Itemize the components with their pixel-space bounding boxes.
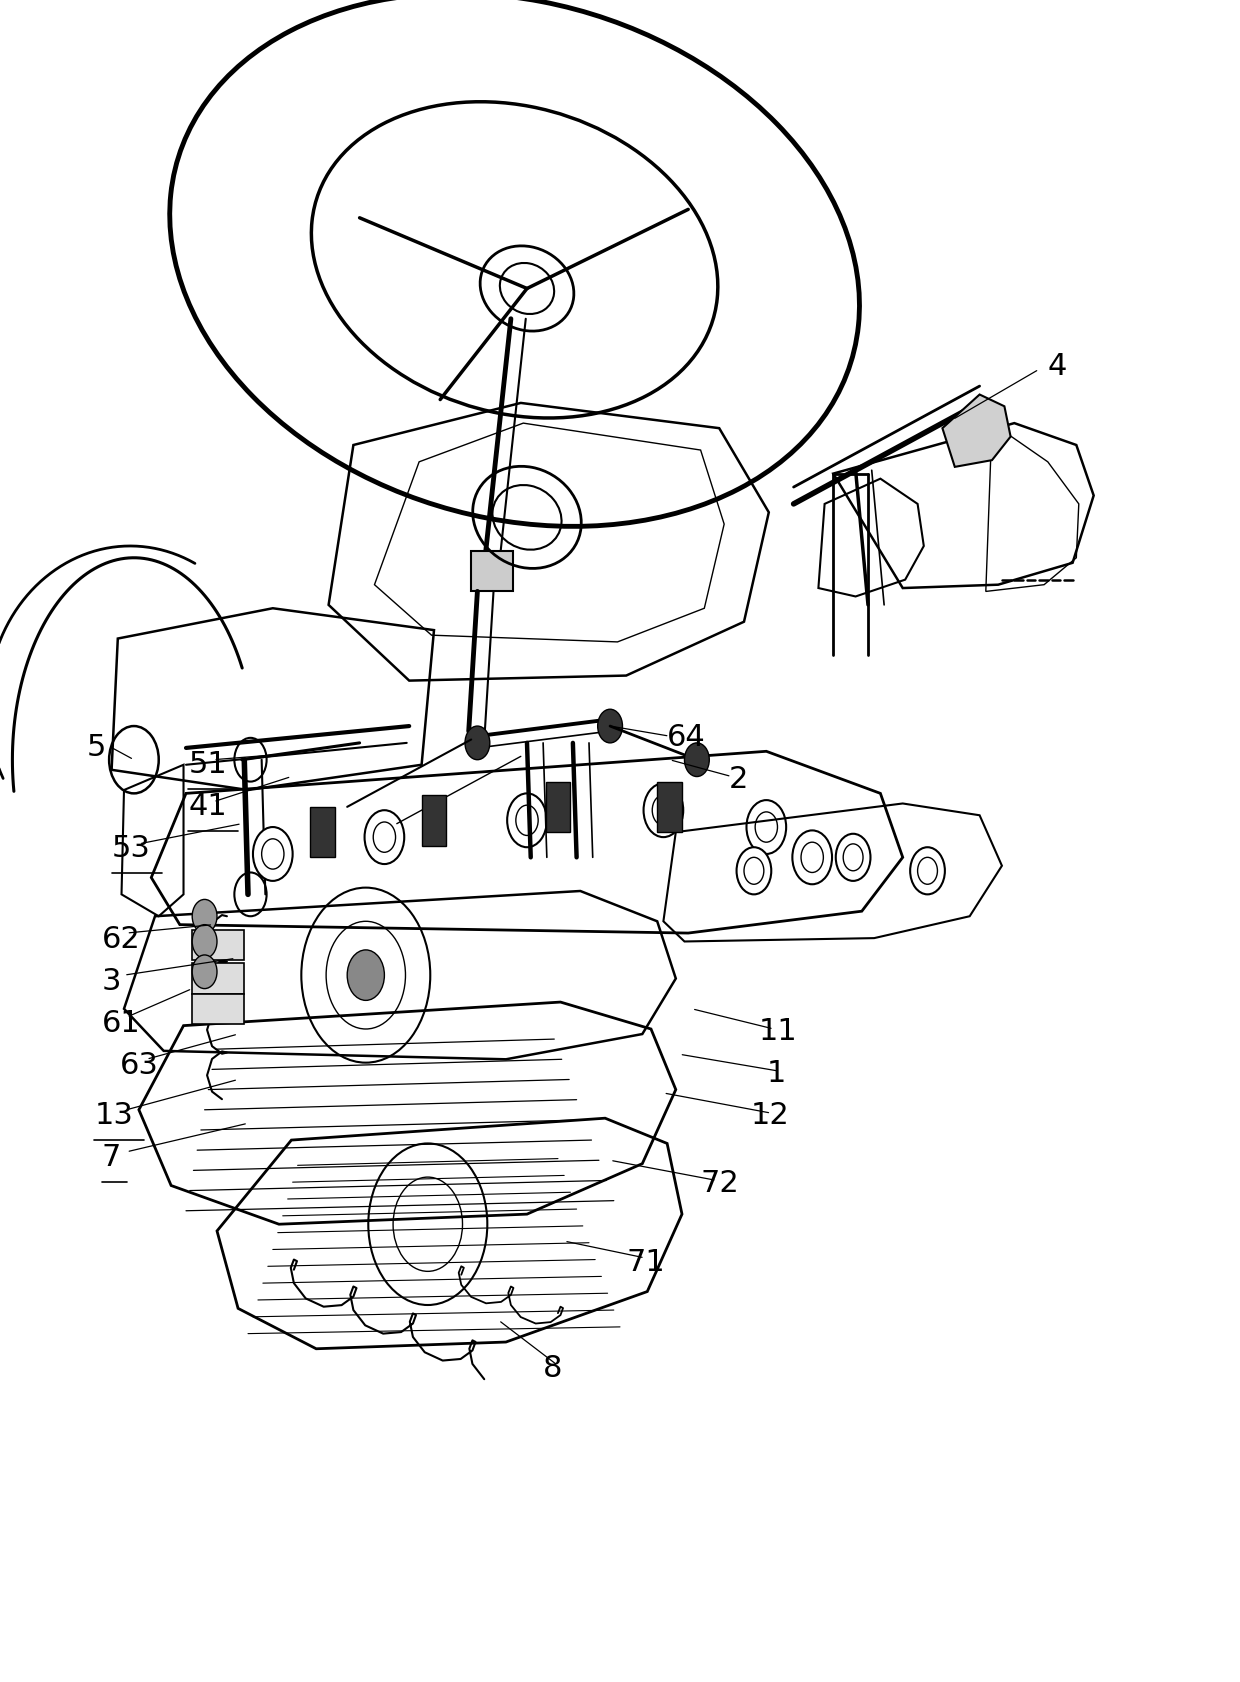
Text: 53: 53 — [112, 833, 150, 863]
Circle shape — [684, 743, 709, 777]
Text: 7: 7 — [102, 1142, 122, 1172]
Circle shape — [192, 925, 217, 959]
Polygon shape — [942, 395, 1011, 468]
Text: 8: 8 — [543, 1352, 563, 1383]
Text: 71: 71 — [626, 1246, 665, 1277]
Text: 41: 41 — [188, 791, 227, 821]
Bar — [192, 930, 244, 960]
Text: 13: 13 — [94, 1100, 133, 1130]
Circle shape — [192, 955, 217, 989]
Text: 1: 1 — [766, 1058, 786, 1088]
Circle shape — [836, 834, 870, 881]
Bar — [192, 964, 244, 994]
Bar — [192, 994, 244, 1024]
Text: 12: 12 — [750, 1100, 789, 1130]
Circle shape — [347, 950, 384, 1001]
Text: 64: 64 — [667, 722, 706, 752]
Circle shape — [792, 831, 832, 885]
Circle shape — [365, 811, 404, 865]
Text: 4: 4 — [1048, 352, 1068, 382]
Text: 61: 61 — [102, 1008, 140, 1038]
Circle shape — [192, 900, 217, 934]
Text: 3: 3 — [102, 965, 122, 996]
Text: 63: 63 — [120, 1050, 159, 1080]
Circle shape — [598, 710, 622, 743]
Circle shape — [507, 794, 547, 848]
Bar — [546, 782, 570, 833]
Bar — [310, 807, 335, 858]
Circle shape — [253, 828, 293, 881]
Circle shape — [910, 848, 945, 895]
Text: 2: 2 — [729, 764, 749, 794]
Text: 62: 62 — [102, 923, 140, 954]
Text: 51: 51 — [188, 748, 227, 779]
Text: 5: 5 — [87, 732, 107, 762]
Text: 11: 11 — [759, 1016, 797, 1046]
Circle shape — [465, 727, 490, 760]
Text: 72: 72 — [701, 1167, 739, 1198]
Bar — [657, 782, 682, 833]
Circle shape — [737, 848, 771, 895]
Circle shape — [644, 784, 683, 838]
Bar — [471, 552, 513, 592]
Circle shape — [746, 801, 786, 854]
Bar — [422, 796, 446, 846]
